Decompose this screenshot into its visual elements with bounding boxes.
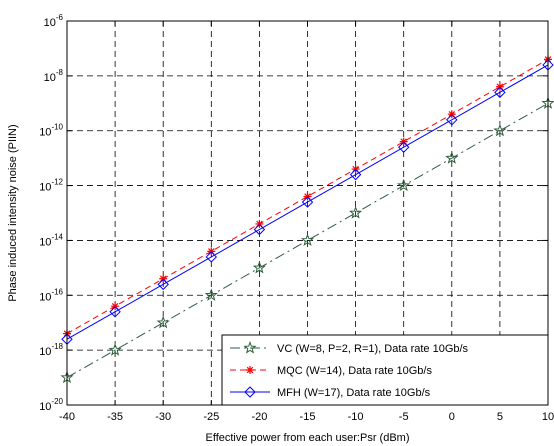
legend-label: MQC (W=14), Data rate 10Gb/s (277, 365, 432, 377)
x-tick-label: -5 (399, 411, 409, 423)
x-tick-label: 0 (449, 411, 455, 423)
data-point (109, 306, 121, 318)
data-point (157, 278, 169, 291)
y-tick-label: 10-10 (39, 123, 63, 139)
y-tick-label: 10-14 (39, 232, 63, 248)
legend: VC (W=8, P=2, R=1), Data rate 10Gb/s MQC … (221, 334, 549, 406)
series-line (66, 102, 549, 379)
data-point (493, 123, 507, 137)
x-tick-label: -35 (107, 411, 123, 423)
data-point (494, 86, 506, 99)
x-tick-label: -30 (155, 411, 171, 423)
data-point (108, 343, 122, 356)
legend-marker (246, 366, 254, 374)
y-tick-label: 10-18 (39, 342, 63, 358)
x-axis-label: Effective power from each user:Psr (dBm) (206, 432, 410, 444)
legend-box (221, 334, 549, 406)
legend-label: MFH (W=17), Data rate 10Gb/s (277, 387, 431, 399)
x-tick-label: -10 (348, 411, 364, 423)
series-line (66, 64, 549, 340)
y-tick-label: 10-20 (39, 397, 63, 413)
legend-marker (243, 341, 257, 354)
tick-layer: -40 -35 -30 -25 -20 -15 -10 -5 0 5 10 10-20 10-18 10-… (39, 13, 554, 423)
data-point (253, 223, 266, 236)
series-0 (60, 96, 554, 384)
series-2 (61, 59, 554, 345)
data-point (300, 233, 315, 247)
data-point (349, 168, 362, 181)
series-layer (60, 55, 554, 384)
y-tick-label: 10-8 (44, 68, 64, 84)
x-tick-label: 10 (542, 411, 554, 423)
data-point (397, 141, 410, 153)
series-line (66, 58, 549, 335)
y-tick-label: 10-12 (39, 178, 63, 194)
legend-label: VC (W=8, P=2, R=1), Data rate 10Gb/s (277, 343, 469, 355)
x-tick-label: -40 (59, 411, 75, 423)
data-point (252, 260, 266, 274)
y-tick-label: 10-16 (39, 287, 63, 303)
data-point (204, 288, 218, 301)
data-point (446, 114, 458, 126)
data-point (349, 206, 363, 219)
data-point (397, 178, 411, 192)
data-point (301, 196, 314, 208)
x-tick-label: -15 (300, 411, 316, 423)
data-point (445, 151, 459, 164)
legend-marker (244, 386, 256, 398)
x-tick-label: 5 (497, 411, 503, 423)
y-tick-label: 10-6 (44, 13, 64, 29)
data-point (205, 251, 218, 263)
data-point (156, 315, 170, 329)
x-tick-label: -25 (203, 411, 219, 423)
x-tick-label: -20 (251, 411, 267, 423)
y-axis-label: Phase induced intensity noise (PIIN) (7, 124, 19, 301)
